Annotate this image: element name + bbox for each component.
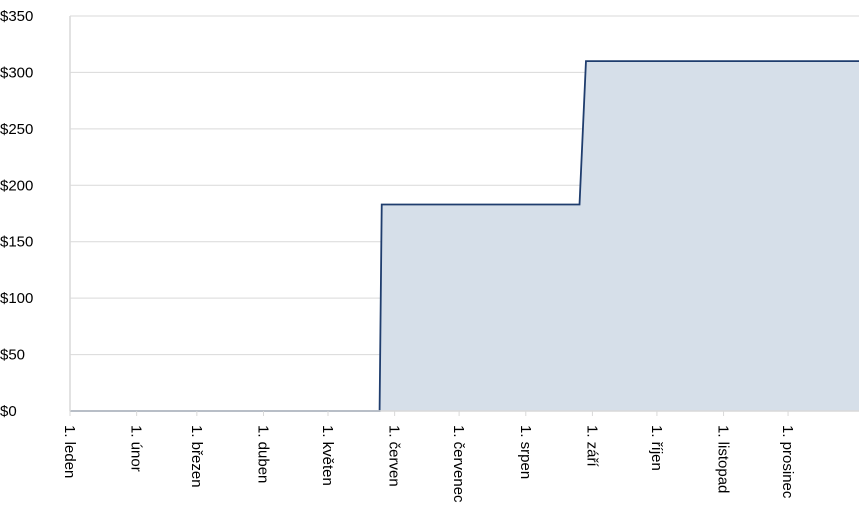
x-tick-label: 1. srpen (517, 425, 534, 479)
y-tick-label: $250 (0, 121, 33, 138)
y-tick-label: $50 (0, 347, 25, 364)
x-tick-label: 1. prosinec (779, 425, 796, 499)
x-tick-label: 1. únor (128, 425, 145, 472)
x-tick-label: 1. září (583, 425, 600, 468)
y-tick-label: $200 (0, 177, 33, 194)
y-tick-label: $0 (0, 403, 17, 420)
y-tick-label: $300 (0, 64, 33, 81)
x-tick-label: 1. leden (61, 425, 78, 478)
x-tick-label: 1. říjen (648, 425, 665, 471)
x-tick-label: 1. listopad (715, 425, 732, 493)
x-tick-label: 1. duben (254, 425, 271, 483)
y-tick-label: $100 (0, 290, 33, 307)
x-tick-label: 1. červenec (450, 425, 467, 503)
y-tick-label: $350 (0, 8, 33, 25)
x-tick-label: 1. červen (386, 425, 403, 487)
x-tick-label: 1. březen (188, 425, 205, 488)
x-tick-label: 1. květen (319, 425, 336, 486)
area-fill (70, 61, 859, 412)
y-tick-label: $150 (0, 234, 33, 251)
